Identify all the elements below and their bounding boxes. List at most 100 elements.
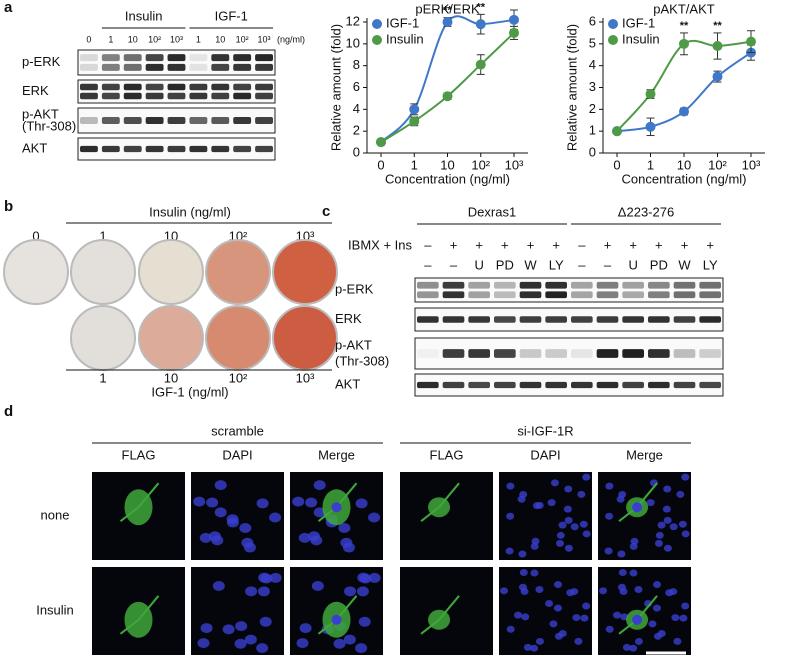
y-axis-label: Relative amount (fold): [564, 24, 579, 151]
lane-label: 10³: [258, 34, 271, 44]
nucleus: [563, 505, 572, 513]
nucleus: [298, 532, 311, 543]
nucleus: [212, 580, 225, 591]
nucleus: [577, 490, 586, 498]
blot-band: [571, 381, 593, 389]
y-tick-label: 8: [353, 57, 360, 72]
row-label: ERK: [335, 311, 362, 326]
blot-band: [211, 54, 230, 62]
nucleus: [574, 637, 583, 645]
column-label: FLAG: [430, 447, 464, 462]
nucleus: [535, 637, 544, 645]
x-tick-label: 1: [411, 157, 418, 172]
nucleus: [662, 505, 671, 513]
lane-label: +: [552, 237, 560, 252]
blot-band: [673, 291, 696, 299]
nucleus: [506, 512, 515, 520]
x-tick-label: 10³: [505, 157, 524, 172]
blot-band: [101, 92, 120, 100]
lane-label: 10²: [236, 34, 249, 44]
blot-band: [494, 291, 516, 299]
micrograph: [92, 567, 185, 655]
micrograph: [598, 567, 691, 655]
cell-process: [119, 595, 160, 635]
group-label: scramble: [211, 423, 264, 438]
legend-marker: [372, 35, 382, 45]
nucleus: [669, 588, 678, 596]
blot-band: [596, 316, 619, 323]
blot-band: [571, 281, 593, 289]
lane-label: 10²: [148, 34, 161, 44]
nucleus: [535, 501, 544, 509]
nucleus: [629, 569, 638, 577]
blot-band: [596, 291, 619, 299]
blot-band: [145, 54, 164, 62]
annotation: **: [713, 20, 722, 32]
nucleus: [582, 530, 591, 538]
x-tick-label: 10: [677, 157, 691, 172]
blot-band: [417, 281, 439, 289]
blot-band: [545, 316, 567, 323]
lane-label: LY: [549, 257, 564, 272]
y-tick-label: 10: [346, 35, 360, 50]
blot-band: [123, 117, 142, 124]
blot-band: [519, 291, 542, 299]
nucleus: [634, 586, 643, 594]
column-label: DAPI: [222, 447, 252, 462]
row-label: AKT: [22, 140, 47, 155]
nucleus: [311, 580, 324, 591]
x-tick-label: 10²: [471, 157, 490, 172]
blot-band: [468, 291, 490, 299]
blot-band: [233, 54, 252, 62]
blot-band: [80, 92, 98, 100]
nucleus: [343, 634, 356, 645]
nucleus: [558, 521, 567, 529]
blot-band: [167, 63, 186, 71]
nucleus: [200, 623, 213, 634]
x-tick-label: 1: [647, 157, 654, 172]
nucleus: [679, 614, 688, 622]
nucleus: [547, 499, 556, 507]
nucleus: [605, 482, 614, 490]
nucleus: [292, 496, 305, 507]
lane-label: PD: [650, 257, 668, 272]
nucleus: [333, 638, 346, 649]
lane-label: –: [578, 237, 586, 252]
nucleus: [506, 482, 515, 490]
blot-band: [189, 145, 208, 153]
blot-band: [123, 54, 142, 62]
blot-band: [211, 117, 230, 124]
panel-letter: a: [4, 0, 13, 16]
row-label: p-AKT: [335, 337, 372, 352]
y-tick-label: 5: [589, 35, 596, 50]
blot-band: [442, 349, 465, 358]
blot-band: [123, 145, 142, 153]
group-label: Insulin (ng/ml): [149, 204, 231, 219]
blot-band: [233, 92, 252, 100]
group-label: Dexras1: [468, 204, 516, 219]
blot-band: [648, 349, 670, 358]
nucleus: [206, 497, 219, 508]
image-bg: [191, 472, 284, 560]
nucleus: [244, 634, 257, 645]
point: [475, 59, 486, 70]
blot-band: [468, 316, 490, 323]
panel-letter: c: [322, 203, 330, 220]
lane-label: W: [524, 257, 537, 272]
cell-process: [119, 482, 160, 522]
nucleus: [663, 485, 672, 493]
blot-band: [622, 281, 644, 289]
point: [509, 27, 519, 38]
row-label: ERK: [22, 83, 49, 98]
blot-band: [673, 349, 696, 358]
point: [509, 14, 519, 25]
lane-label: 10³: [170, 34, 183, 44]
nucleus: [630, 537, 639, 545]
nucleus: [357, 572, 370, 583]
blot-band: [189, 92, 208, 100]
point: [712, 71, 723, 82]
blot-band: [167, 83, 186, 91]
blot-band: [417, 349, 439, 358]
blot-band: [545, 291, 567, 299]
point: [712, 41, 723, 52]
